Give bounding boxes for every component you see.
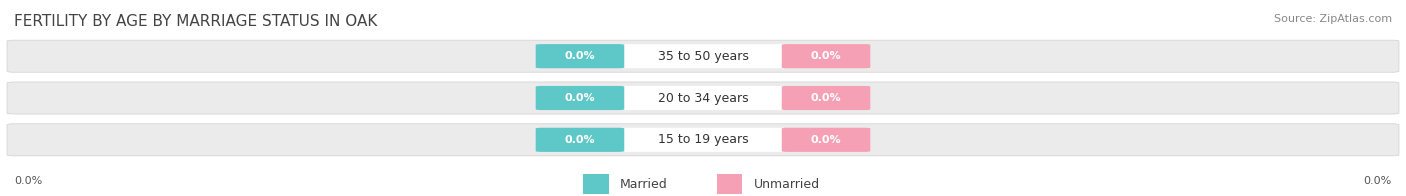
FancyBboxPatch shape bbox=[7, 124, 1399, 156]
Text: 0.0%: 0.0% bbox=[14, 176, 42, 186]
FancyBboxPatch shape bbox=[7, 82, 1399, 114]
FancyBboxPatch shape bbox=[7, 40, 1399, 72]
FancyBboxPatch shape bbox=[536, 86, 624, 110]
Text: 0.0%: 0.0% bbox=[1364, 176, 1392, 186]
FancyBboxPatch shape bbox=[620, 128, 786, 152]
Text: 0.0%: 0.0% bbox=[811, 135, 841, 145]
FancyBboxPatch shape bbox=[782, 128, 870, 152]
Text: Married: Married bbox=[620, 178, 668, 191]
Text: 35 to 50 years: 35 to 50 years bbox=[658, 50, 748, 63]
FancyBboxPatch shape bbox=[583, 174, 609, 194]
Text: 0.0%: 0.0% bbox=[565, 93, 595, 103]
Text: Unmarried: Unmarried bbox=[754, 178, 820, 191]
Text: 0.0%: 0.0% bbox=[565, 135, 595, 145]
Text: FERTILITY BY AGE BY MARRIAGE STATUS IN OAK: FERTILITY BY AGE BY MARRIAGE STATUS IN O… bbox=[14, 14, 377, 29]
Text: 15 to 19 years: 15 to 19 years bbox=[658, 133, 748, 146]
FancyBboxPatch shape bbox=[782, 44, 870, 68]
Text: 0.0%: 0.0% bbox=[565, 51, 595, 61]
FancyBboxPatch shape bbox=[536, 128, 624, 152]
FancyBboxPatch shape bbox=[782, 86, 870, 110]
FancyBboxPatch shape bbox=[620, 86, 786, 110]
Text: 0.0%: 0.0% bbox=[811, 51, 841, 61]
Text: Source: ZipAtlas.com: Source: ZipAtlas.com bbox=[1274, 14, 1392, 24]
Text: 20 to 34 years: 20 to 34 years bbox=[658, 92, 748, 104]
FancyBboxPatch shape bbox=[536, 44, 624, 68]
FancyBboxPatch shape bbox=[620, 44, 786, 68]
Text: 0.0%: 0.0% bbox=[811, 93, 841, 103]
FancyBboxPatch shape bbox=[717, 174, 742, 194]
